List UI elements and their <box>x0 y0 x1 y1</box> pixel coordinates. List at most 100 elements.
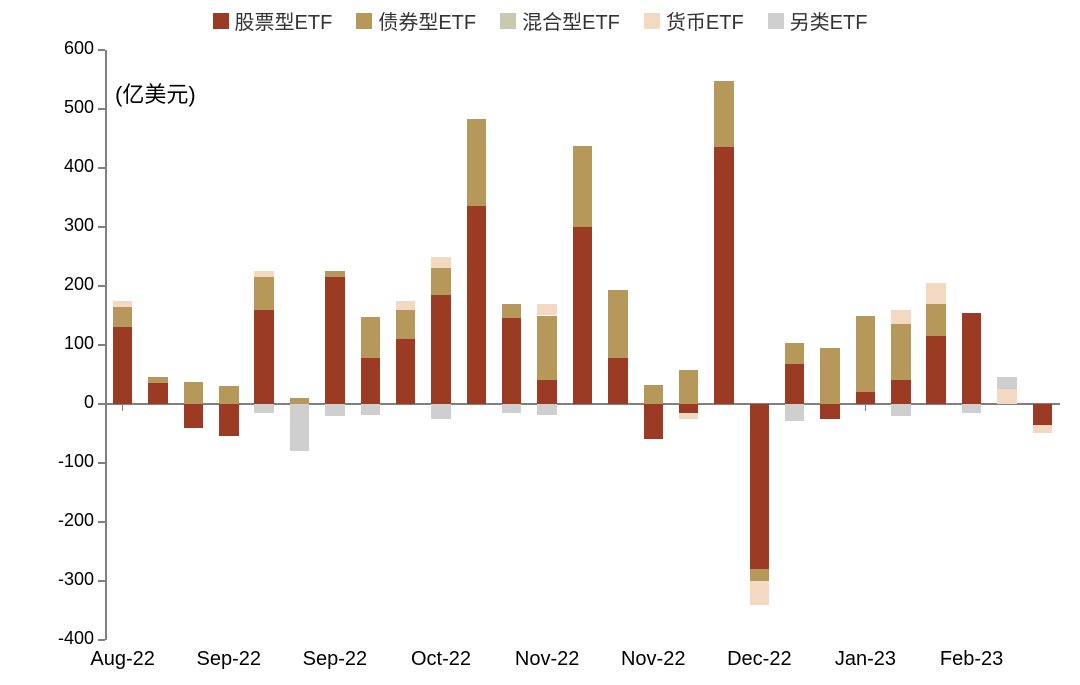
y-tick-label: 300 <box>34 215 94 236</box>
bar-segment <box>219 386 238 404</box>
bar-segment <box>714 147 733 404</box>
legend-swatch <box>644 13 660 29</box>
bar-segment <box>750 404 769 569</box>
bar-segment <box>431 295 450 404</box>
bar-segment <box>891 404 910 416</box>
legend-label: 货币ETF <box>666 6 744 35</box>
bar-segment <box>254 310 273 404</box>
y-tick-label: 600 <box>34 38 94 59</box>
bar-segment <box>254 404 273 413</box>
bar-segment <box>997 389 1016 404</box>
y-tick-label: 0 <box>34 392 94 413</box>
legend-label: 股票型ETF <box>235 6 333 35</box>
bar-segment <box>785 364 804 404</box>
bar-segment <box>644 404 663 439</box>
bar-segment <box>962 313 981 404</box>
bar-segment <box>467 119 486 206</box>
legend-item: 货币ETF <box>644 6 744 35</box>
bar-segment <box>361 404 380 415</box>
bar-segment <box>679 413 698 419</box>
bar-segment <box>644 385 663 404</box>
bar-segment <box>926 304 945 336</box>
bar-segment <box>891 310 910 325</box>
x-tick-label: Sep-22 <box>303 648 368 671</box>
x-tick-label: Oct-22 <box>411 648 471 671</box>
bar-segment <box>608 290 627 358</box>
bar-segment <box>573 227 592 404</box>
bar-segment <box>926 283 945 304</box>
legend-item: 股票型ETF <box>213 6 333 35</box>
bar-segment <box>113 327 132 404</box>
bar-segment <box>254 277 273 309</box>
legend-swatch <box>356 13 372 29</box>
bar-segment <box>926 336 945 404</box>
y-tick-label: -100 <box>34 451 94 472</box>
bar-segment <box>502 304 521 319</box>
x-tick-label: Nov-22 <box>515 648 579 671</box>
bar-segment <box>431 257 450 269</box>
bar-segment <box>891 324 910 380</box>
x-tick-label: Nov-22 <box>621 648 685 671</box>
bar-segment <box>820 404 839 419</box>
bar-segment <box>431 268 450 295</box>
bar-segment <box>997 377 1016 389</box>
bar-segment <box>502 404 521 413</box>
bar-segment <box>537 404 556 415</box>
bar-segment <box>962 404 981 413</box>
bar-segment <box>325 404 344 416</box>
x-tick-label: Feb-23 <box>940 648 1003 671</box>
bar-segment <box>679 370 698 404</box>
legend: 股票型ETF 债券型ETF 混合型ETF 货币ETF 另类ETF <box>0 6 1080 35</box>
bar-segment <box>396 301 415 310</box>
bar-segment <box>219 404 238 436</box>
bar-segment <box>148 377 167 383</box>
x-tick-label: Aug-22 <box>90 648 155 671</box>
x-tick-label: Jan-23 <box>835 648 896 671</box>
bar-segment <box>750 569 769 581</box>
bar-segment <box>396 310 415 340</box>
bar-segment <box>537 380 556 404</box>
bar-segment <box>396 339 415 404</box>
bar-segment <box>856 316 875 393</box>
bar-segment <box>254 271 273 277</box>
y-tick-label: -300 <box>34 569 94 590</box>
plot-area <box>105 50 1060 640</box>
bar-segment <box>608 358 627 404</box>
bar-segment <box>290 404 309 451</box>
y-tick-label: 200 <box>34 274 94 295</box>
legend-swatch <box>768 13 784 29</box>
legend-item: 债券型ETF <box>356 6 476 35</box>
legend-label: 债券型ETF <box>378 6 476 35</box>
y-tick-label: 500 <box>34 97 94 118</box>
bar-segment <box>467 206 486 404</box>
x-tick-label: Dec-22 <box>727 648 791 671</box>
legend-item: 混合型ETF <box>500 6 620 35</box>
y-tick-label: -200 <box>34 510 94 531</box>
bar-segment <box>820 348 839 404</box>
legend-label: 另类ETF <box>790 6 868 35</box>
bar-segment <box>714 81 733 147</box>
legend-item: 另类ETF <box>768 6 868 35</box>
etf-flow-chart: 股票型ETF债券型ETF混合型ETF货币ETF另类ETF (亿美元) -400-… <box>0 0 1080 685</box>
bar-segment <box>573 146 592 227</box>
bar-segment <box>184 382 203 404</box>
bar-segment <box>325 271 344 277</box>
bar-segment <box>537 316 556 381</box>
bar-segment <box>891 380 910 404</box>
bar-segment <box>502 318 521 404</box>
legend-swatch <box>213 13 229 29</box>
bar-segment <box>1033 425 1052 434</box>
bar-segment <box>537 304 556 316</box>
bar-segment <box>785 343 804 364</box>
bar-segment <box>184 404 203 428</box>
bar-segment <box>148 383 167 404</box>
bar-segment <box>785 404 804 421</box>
bar-segment <box>750 581 769 605</box>
legend-label: 混合型ETF <box>522 6 620 35</box>
bar-segment <box>325 277 344 404</box>
bar-segment <box>113 307 132 328</box>
bar-segment <box>361 358 380 404</box>
y-axis-unit-label: (亿美元) <box>115 77 196 109</box>
bar-segment <box>113 301 132 307</box>
x-tick-label: Sep-22 <box>197 648 262 671</box>
